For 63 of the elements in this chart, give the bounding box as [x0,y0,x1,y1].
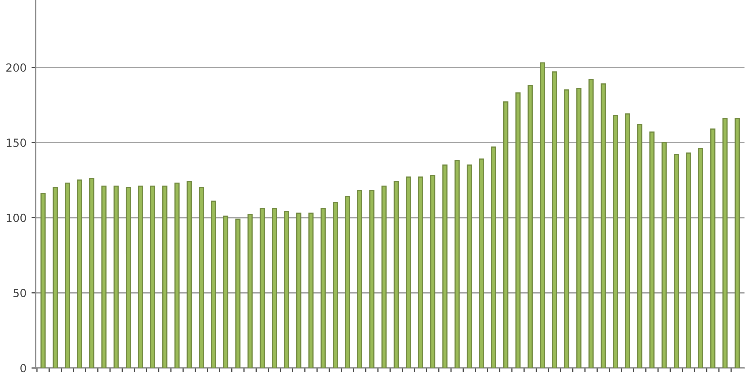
bar [625,114,630,368]
bar [52,187,58,368]
bar [40,193,46,368]
bar [223,216,229,368]
bar [260,208,266,368]
bar [528,85,533,368]
bar [722,118,728,368]
bar [138,186,144,368]
bar [686,152,692,368]
bar [466,164,472,368]
bar [600,84,606,368]
bar [89,178,95,368]
bar [296,212,302,368]
bar [564,90,570,368]
bar [576,88,582,368]
bar [370,190,375,368]
bar [382,186,387,368]
y-tick-label: 200 [6,64,26,72]
bar [442,164,448,368]
bar [150,186,156,368]
bar [613,115,618,368]
bar [248,214,253,368]
bar [418,176,424,368]
bar [698,148,704,368]
bar [174,182,180,368]
bar [236,218,241,368]
bar [126,187,132,368]
bar [540,62,546,368]
bar [430,175,436,368]
bar [77,180,82,368]
bar [637,124,643,368]
bar [454,160,460,368]
bar [650,132,655,368]
bar [491,146,496,368]
bar [516,92,521,368]
y-tick-label: 100 [6,214,26,222]
bar [284,211,290,368]
bar [114,186,119,368]
bar [308,212,314,368]
bar [406,176,412,368]
bar [102,186,107,368]
bar [333,202,338,368]
y-tick-label: 50 [14,289,26,298]
bar [320,208,326,368]
bar [734,118,740,368]
bar [186,181,192,368]
bar [674,154,680,368]
bar [588,79,594,368]
bar [345,196,350,368]
y-tick-label: 0 [20,364,26,373]
bar [552,72,558,368]
bar [65,182,70,368]
y-tick-label: 150 [6,138,26,148]
bar [272,208,278,368]
bar [199,187,204,368]
bar [504,102,509,368]
bar [394,181,400,368]
bar [211,200,216,368]
bar [710,128,716,368]
bar [479,158,484,368]
bar [357,190,362,368]
bar [162,186,168,368]
bar [662,142,667,368]
